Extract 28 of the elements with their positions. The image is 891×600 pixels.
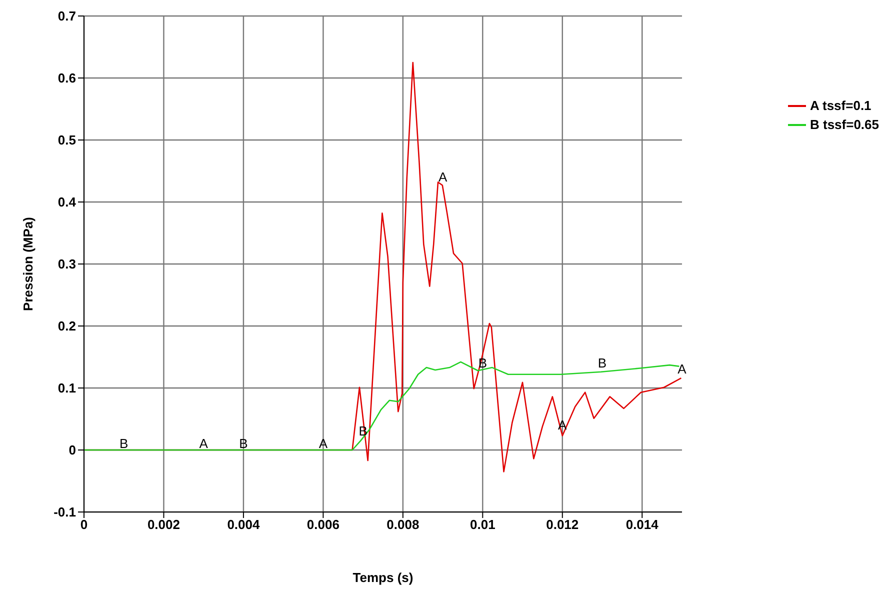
x-axis-title: Temps (s): [352, 570, 414, 585]
y-tick-label: 0.4: [58, 194, 77, 210]
y-tick-label: 0.1: [58, 380, 76, 396]
y-tick-label: 0.6: [58, 70, 76, 86]
y-tick-label: 0.2: [58, 318, 76, 334]
annotation: A: [678, 362, 687, 377]
annotation: A: [199, 436, 208, 451]
annotation: A: [318, 436, 328, 451]
x-tick-label: 0.004: [227, 517, 260, 532]
y-tick-label: 0.7: [58, 8, 76, 24]
y-tick-label: -0.1: [54, 504, 76, 520]
x-tick-label: 0.014: [626, 517, 660, 532]
x-tick-label: 0.002: [147, 517, 180, 532]
y-tick-label: 0.5: [58, 132, 76, 148]
x-tick-label: 0.008: [386, 517, 420, 532]
y-tick-label: 0: [68, 442, 76, 458]
x-tick-label: 0.012: [546, 517, 579, 532]
annotation: B: [120, 436, 128, 451]
annotation: A: [438, 169, 448, 184]
x-tick-label: 0.01: [470, 517, 496, 532]
y-axis-title: Pression (MPa): [20, 217, 36, 311]
x-tick-label: 0.006: [306, 517, 340, 532]
legend-label: B tssf=0.65: [810, 117, 879, 132]
legend-label: A tssf=0.1: [810, 98, 872, 113]
annotation: B: [598, 355, 607, 370]
x-tick-label: 0: [80, 517, 88, 532]
annotation: B: [239, 436, 248, 451]
y-tick-label: 0.3: [58, 256, 76, 272]
